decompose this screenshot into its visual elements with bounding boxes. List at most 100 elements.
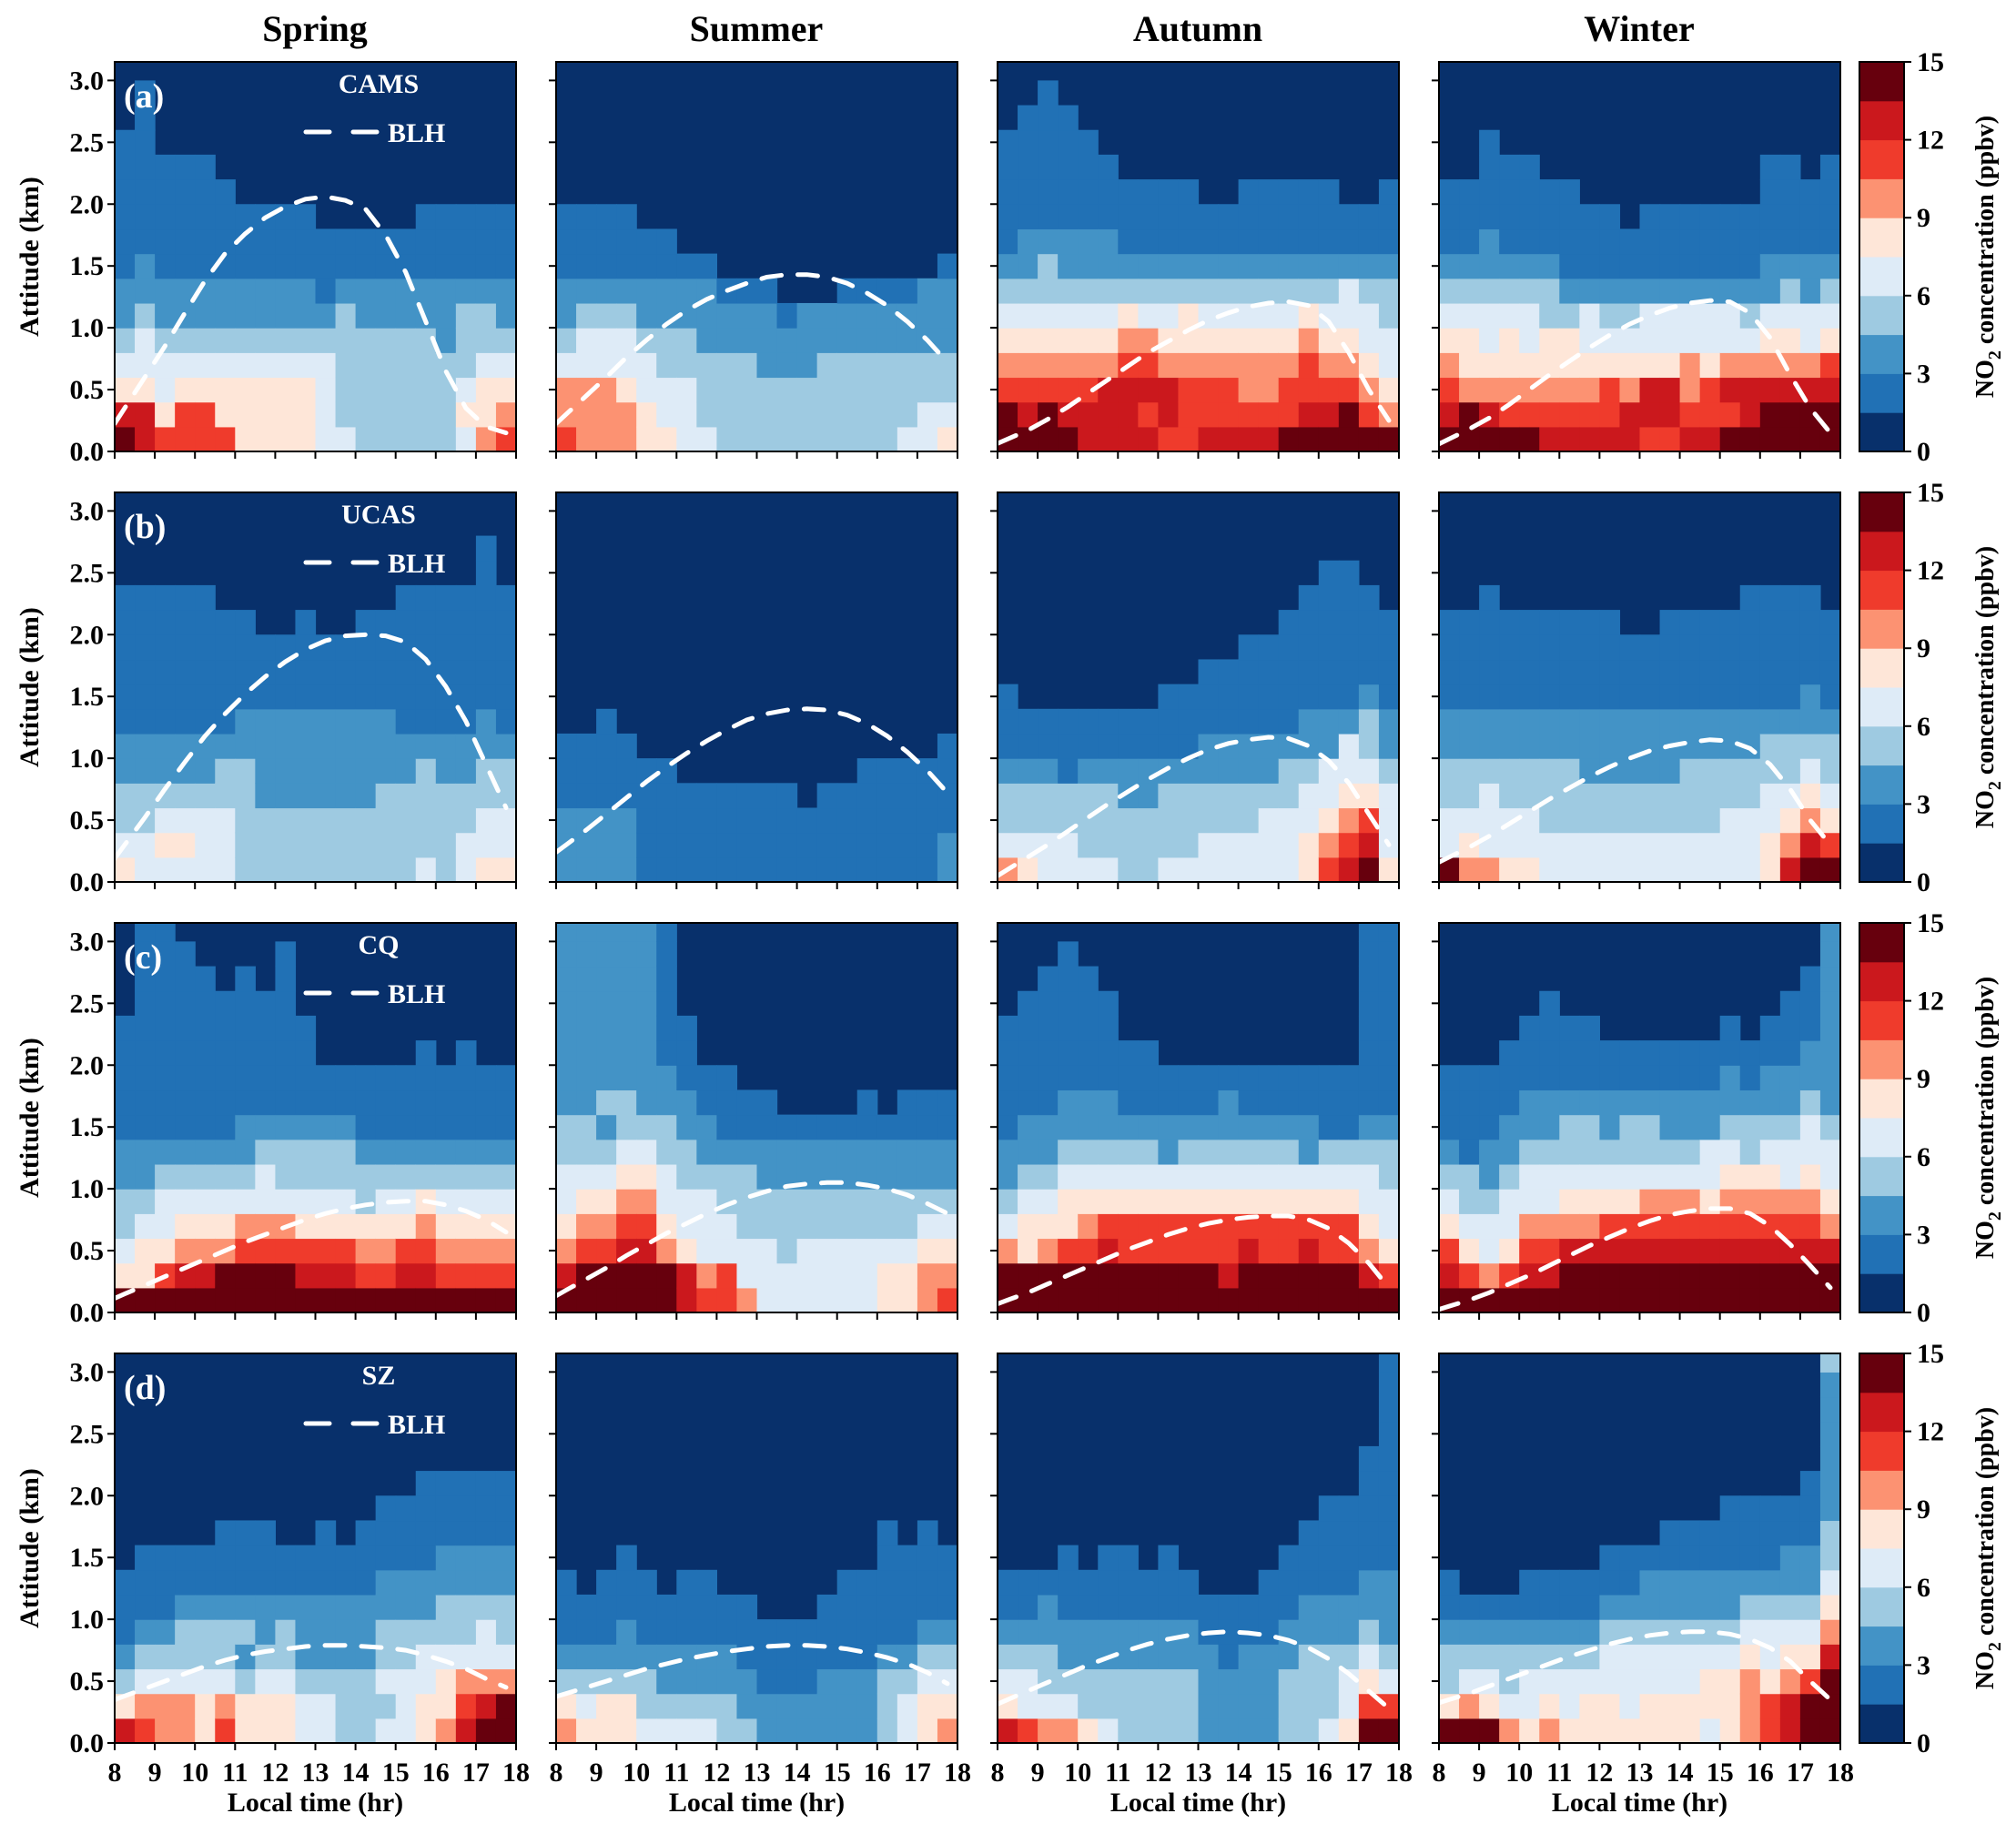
heatmap-cell: [1138, 1089, 1159, 1116]
heatmap-cell: [756, 1693, 778, 1719]
heatmap-cell: [696, 302, 717, 329]
heatmap-cell: [1699, 328, 1721, 353]
heatmap-cell: [1459, 1065, 1480, 1091]
heatmap-cell: [1118, 253, 1139, 279]
heatmap-cell: [1258, 783, 1280, 809]
y-tick-label: 2.0: [70, 1481, 105, 1511]
heatmap-cell: [235, 1545, 256, 1571]
heatmap-cell: [1559, 1569, 1580, 1596]
heatmap-cell: [475, 1262, 497, 1289]
heatmap-cell: [1218, 1717, 1240, 1743]
heatmap-cell: [1819, 832, 1840, 858]
heatmap-cell: [1038, 1644, 1059, 1670]
heatmap-cell: [1719, 204, 1741, 230]
heatmap-cell: [455, 1495, 477, 1522]
heatmap-cell: [295, 1569, 317, 1596]
heatmap-cell: [1158, 733, 1180, 759]
heatmap-cell: [335, 401, 357, 428]
heatmap-cell: [1238, 1114, 1260, 1140]
heatmap-cell: [1699, 1668, 1721, 1695]
heatmap-cell: [475, 1495, 497, 1522]
heatmap-cell: [1579, 1569, 1600, 1596]
heatmap-cell: [475, 1213, 497, 1240]
heatmap-cell: [1639, 1114, 1661, 1140]
heatmap-cell: [736, 1619, 758, 1645]
heatmap-cell: [616, 1139, 637, 1165]
heatmap-cell: [1599, 1262, 1621, 1289]
heatmap-cell: [856, 758, 878, 784]
heatmap-cell: [1238, 1163, 1260, 1190]
heatmap-cell: [135, 783, 156, 809]
heatmap-cell: [255, 352, 276, 379]
heatmap-cell: [215, 1139, 236, 1165]
heatmap-cell: [1098, 179, 1119, 205]
heatmap-cell: [937, 1139, 957, 1165]
heatmap-cell: [1759, 1594, 1781, 1620]
heatmap-cell: [415, 758, 437, 784]
heatmap-cell: [1178, 1114, 1200, 1140]
heatmap-cell: [1378, 1372, 1399, 1398]
heatmap-cell: [455, 401, 477, 428]
heatmap-cell: [616, 253, 637, 279]
heatmap-cell: [1499, 328, 1520, 353]
heatmap-cell: [596, 708, 617, 735]
heatmap-cell: [1138, 1114, 1159, 1140]
heatmap-cell: [495, 1213, 516, 1240]
heatmap-cell: [676, 1644, 697, 1670]
heatmap-cell: [315, 352, 337, 379]
heatmap-cell: [576, 1262, 597, 1289]
heatmap-cell: [275, 684, 297, 710]
heatmap-cell: [1579, 253, 1600, 279]
heatmap-cell: [1459, 1717, 1480, 1743]
heatmap-cell: [1218, 807, 1240, 834]
heatmap-cell: [1779, 1569, 1801, 1596]
heatmap-cell: [1378, 733, 1399, 759]
heatmap-cell: [1118, 1213, 1139, 1240]
heatmap-cell: [1659, 610, 1681, 635]
heatmap-cell: [135, 1213, 156, 1240]
heatmap-panel: [1432, 61, 1841, 459]
heatmap-cell: [1679, 1065, 1701, 1091]
heatmap-cell: [596, 807, 617, 834]
heatmap-cell: [796, 1262, 818, 1289]
colorbar-label: NO2 concentration (ppbv): [1971, 116, 2005, 398]
colorbar-tick-label: 9: [1917, 203, 1930, 233]
heatmap-cell: [495, 1644, 516, 1670]
heatmap-cell: [195, 807, 216, 834]
heatmap-cell: [115, 1015, 136, 1041]
heatmap-cell: [1539, 253, 1560, 279]
heatmap-cell: [355, 856, 377, 882]
heatmap-cell: [1439, 610, 1460, 635]
heatmap-cell: [796, 426, 818, 451]
heatmap-cell: [1378, 1594, 1399, 1620]
heatmap-cell: [636, 832, 657, 858]
heatmap-cell: [435, 1189, 457, 1214]
heatmap-cell: [1499, 426, 1520, 451]
heatmap-cell: [1278, 758, 1300, 784]
heatmap-cell: [1579, 1717, 1600, 1743]
heatmap-cell: [1018, 278, 1038, 304]
heatmap-cell: [335, 426, 357, 451]
heatmap-cell: [1439, 1668, 1460, 1695]
heatmap-cell: [576, 923, 597, 942]
heatmap-cell: [1378, 1139, 1399, 1165]
heatmap-cell: [475, 302, 497, 329]
heatmap-cell: [335, 352, 357, 379]
heatmap-cell: [1479, 352, 1500, 379]
heatmap-cell: [1358, 783, 1380, 809]
heatmap-cell: [696, 1594, 717, 1620]
colorbar-tick-label: 12: [1917, 987, 1944, 1017]
heatmap-cell: [495, 1189, 516, 1214]
heatmap-cell: [1739, 783, 1761, 809]
heatmap-cell: [1759, 832, 1781, 858]
heatmap-cell: [1539, 1163, 1560, 1190]
heatmap-cell: [716, 1262, 738, 1289]
heatmap-cell: [175, 1668, 196, 1695]
heatmap-cell: [1018, 328, 1038, 353]
heatmap-cell: [375, 1619, 397, 1645]
heatmap-cell: [676, 253, 697, 279]
heatmap-cell: [475, 1619, 497, 1645]
heatmap-cell: [195, 154, 216, 180]
blh-line: [1439, 737, 1833, 865]
heatmap-cell: [1098, 807, 1119, 834]
